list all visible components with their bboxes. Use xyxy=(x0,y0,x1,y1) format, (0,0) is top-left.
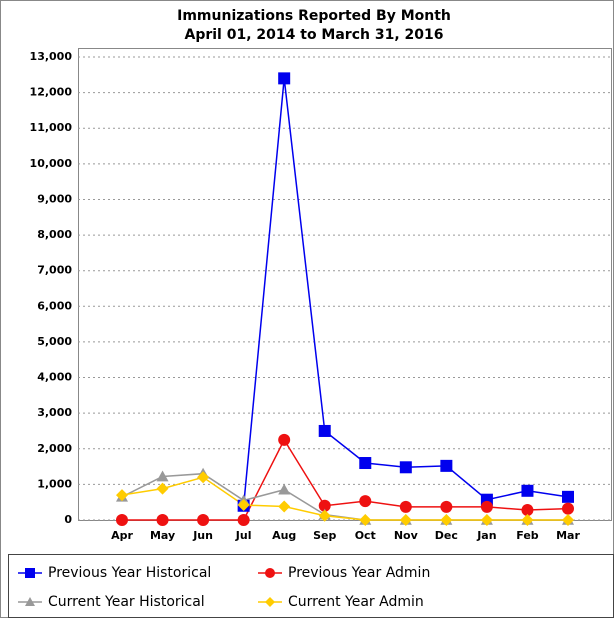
x-tick-label: Mar xyxy=(556,529,580,542)
x-tick-label: Sep xyxy=(313,529,336,542)
data-point xyxy=(116,514,128,526)
data-point xyxy=(359,495,372,508)
legend-label: Current Year Admin xyxy=(288,594,424,610)
legend-marker xyxy=(25,568,35,578)
y-tick-label: 12,000 xyxy=(30,86,73,99)
y-tick-label: 2,000 xyxy=(37,442,72,455)
y-tick-label: 13,000 xyxy=(30,50,73,63)
data-point xyxy=(156,482,169,495)
data-point xyxy=(399,514,412,526)
legend-label: Previous Year Admin xyxy=(288,565,430,581)
data-point xyxy=(318,424,331,437)
x-tick-label: Aug xyxy=(272,529,296,542)
legend-label: Current Year Historical xyxy=(48,594,205,610)
data-point xyxy=(116,489,128,502)
data-point xyxy=(156,470,169,482)
legend-marker xyxy=(265,568,275,578)
data-point xyxy=(156,514,169,526)
data-point xyxy=(521,504,534,517)
data-point xyxy=(440,500,453,513)
y-tick-label: 9,000 xyxy=(37,192,72,205)
data-point xyxy=(278,433,291,446)
data-point xyxy=(562,514,574,526)
data-point xyxy=(237,499,250,512)
data-point xyxy=(562,490,574,503)
legend-label: Previous Year Historical xyxy=(48,565,211,581)
data-point xyxy=(197,471,210,484)
legend-marker xyxy=(25,597,35,606)
x-tick-label: Jun xyxy=(192,529,213,542)
y-tick-label: 7,000 xyxy=(37,264,72,277)
data-point xyxy=(562,502,574,515)
data-point xyxy=(521,514,534,526)
chart-title: Immunizations Reported By Month xyxy=(177,8,451,24)
legend-marker xyxy=(265,597,275,607)
x-tick-label: Oct xyxy=(355,529,376,542)
y-tick-label: 8,000 xyxy=(37,228,72,241)
data-point xyxy=(278,500,291,513)
y-tick-label: 6,000 xyxy=(37,299,72,312)
data-point xyxy=(440,514,453,526)
data-point xyxy=(278,483,291,495)
data-point xyxy=(197,514,210,526)
y-tick-label: 3,000 xyxy=(37,406,72,419)
y-tick-label: 10,000 xyxy=(30,157,73,170)
data-point xyxy=(399,461,412,474)
x-tick-label: Nov xyxy=(394,529,419,542)
data-point xyxy=(359,514,372,526)
x-tick-label: Apr xyxy=(111,529,133,542)
data-point xyxy=(318,499,331,512)
data-point xyxy=(318,509,331,522)
y-tick-label: 11,000 xyxy=(30,121,73,134)
y-tick-label: 1,000 xyxy=(37,477,72,490)
y-tick-label: 4,000 xyxy=(37,371,72,384)
x-tick-label: Jul xyxy=(235,529,252,542)
data-point xyxy=(480,500,493,513)
chart-subtitle: April 01, 2014 to March 31, 2016 xyxy=(185,27,444,43)
data-point xyxy=(278,72,291,85)
y-tick-label: 0 xyxy=(64,513,72,526)
data-point xyxy=(237,514,250,526)
y-tick-label: 5,000 xyxy=(37,335,72,348)
data-point xyxy=(359,457,372,470)
x-tick-label: Feb xyxy=(516,529,539,542)
data-point xyxy=(440,459,453,472)
data-point xyxy=(399,500,412,513)
series-line xyxy=(121,476,568,521)
data-point xyxy=(521,484,534,497)
x-tick-label: Jan xyxy=(476,529,496,542)
data-point xyxy=(480,514,493,526)
x-tick-label: Dec xyxy=(435,529,458,542)
x-tick-label: May xyxy=(150,529,175,542)
series-line xyxy=(122,438,569,521)
